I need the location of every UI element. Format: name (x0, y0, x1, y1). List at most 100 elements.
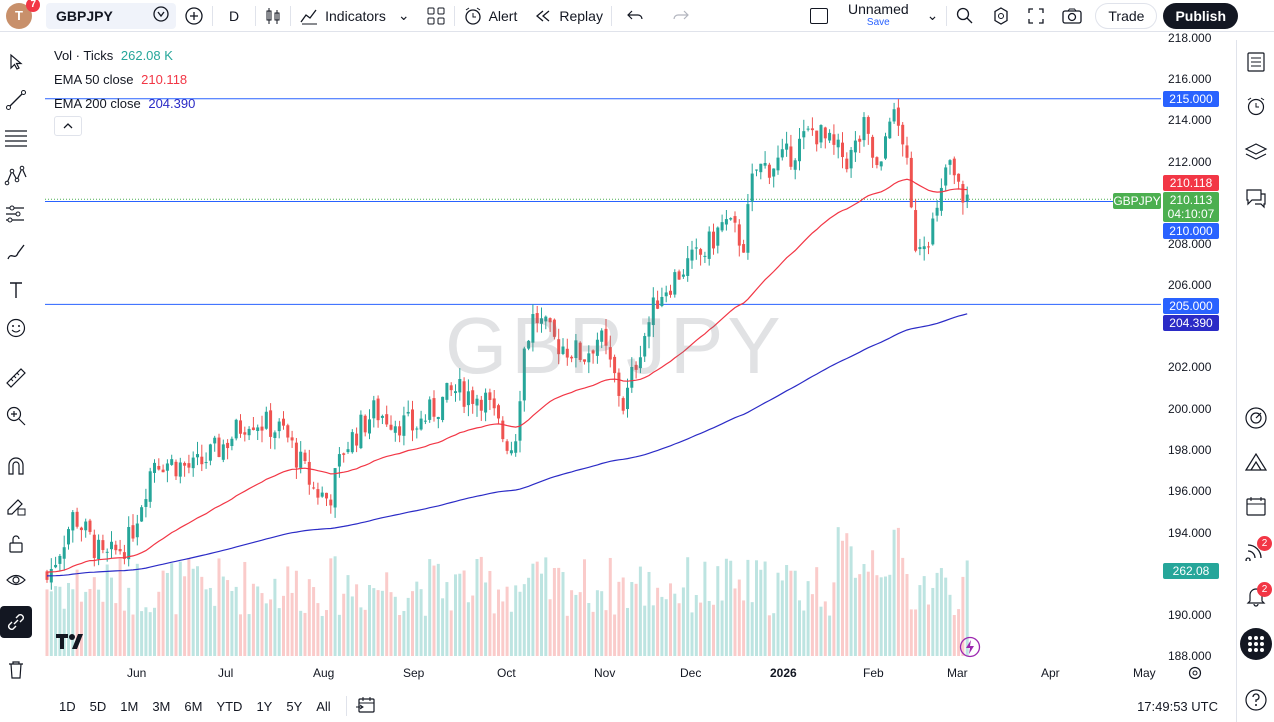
range-button-ytd[interactable]: YTD (216, 698, 243, 714)
measure-tool[interactable] (0, 362, 32, 394)
symbol-search[interactable]: GBPJPY (46, 2, 176, 29)
axis-settings-button[interactable] (1187, 665, 1203, 684)
candle-body (720, 222, 724, 231)
candle-body (931, 218, 935, 245)
alerts-button[interactable] (1237, 90, 1274, 122)
goto-date-button[interactable] (355, 695, 377, 718)
candle-body (608, 347, 612, 360)
tradingview-logo-icon[interactable] (56, 630, 88, 654)
range-button-5y[interactable]: 5Y (286, 698, 303, 714)
trade-button[interactable]: Trade (1095, 2, 1158, 29)
interval-button[interactable]: D (213, 0, 255, 32)
calendar-range-icon (355, 696, 375, 713)
watchlist-button[interactable] (1237, 46, 1274, 78)
price-chart[interactable] (44, 40, 1230, 688)
fullscreen-button[interactable] (1019, 0, 1053, 32)
volume-bar (669, 583, 672, 656)
remove-drawings-tool[interactable] (0, 654, 32, 686)
text-tool[interactable] (0, 274, 32, 306)
zoom-tool[interactable] (0, 400, 32, 432)
pattern-tool[interactable] (0, 160, 32, 192)
layout-save[interactable]: Save (866, 16, 890, 28)
object-tree-button[interactable] (1237, 136, 1274, 168)
redo-button[interactable] (658, 0, 704, 32)
horizontal-line-label-215[interactable]: 215.000 (1163, 91, 1219, 107)
horizontal-line-label-205[interactable]: 205.000 (1163, 298, 1219, 314)
volume-bar (153, 607, 156, 656)
legend-volume[interactable]: Vol · Ticks 262.08 K (54, 44, 195, 68)
candle-body (892, 109, 896, 122)
snapshot-button[interactable] (1053, 0, 1091, 32)
range-button-5d[interactable]: 5D (89, 698, 107, 714)
candle-body (436, 416, 440, 420)
range-button-3m[interactable]: 3M (152, 698, 171, 714)
alert-button[interactable]: Alert (455, 0, 526, 32)
legend-ema200[interactable]: EMA 200 close 204.390 (54, 92, 195, 116)
range-button-1d[interactable]: 1D (59, 698, 76, 714)
candle-body (952, 158, 956, 176)
legend-collapse-button[interactable] (54, 116, 82, 136)
chats-button[interactable] (1237, 182, 1274, 214)
ema50-price-label: 210.118 (1163, 175, 1219, 191)
candle-body (570, 356, 574, 359)
help-button[interactable] (1237, 684, 1274, 716)
range-button-1y[interactable]: 1Y (256, 698, 273, 714)
draw-mode-tool[interactable] (0, 490, 32, 522)
top-toolbar: T 7 GBPJPY D Indicators ⌄ Alert Replay (0, 0, 1274, 32)
brush-tool[interactable] (0, 236, 32, 268)
lightning-icon[interactable] (959, 636, 981, 661)
ideas-button[interactable] (1237, 446, 1274, 478)
range-button-all[interactable]: All (316, 698, 331, 714)
emoji-tool[interactable] (0, 312, 32, 344)
volume-bar (828, 615, 832, 656)
products-button[interactable] (1237, 628, 1274, 660)
volume-bar (479, 556, 483, 656)
utc-clock[interactable]: 17:49:53 UTC (1137, 698, 1218, 714)
volume-bar (247, 614, 251, 656)
layout-button[interactable]: Unnamed Save ⌄ (802, 0, 946, 32)
sync-drawings-tool[interactable] (0, 606, 32, 638)
undo-button[interactable] (612, 0, 658, 32)
candle-body (690, 249, 694, 261)
user-avatar[interactable]: T 7 (6, 0, 40, 29)
publish-button[interactable]: Publish (1163, 2, 1239, 29)
trend-line-tool[interactable] (0, 84, 32, 116)
volume-bar (522, 584, 526, 656)
volume-bar (393, 596, 397, 656)
compare-button[interactable] (176, 0, 212, 32)
volume-bar (621, 577, 625, 656)
candle-body (574, 340, 578, 359)
fib-tool[interactable] (0, 122, 32, 154)
candle-body (488, 392, 492, 400)
templates-button[interactable] (418, 0, 454, 32)
notifications-button[interactable]: 2 (1237, 580, 1274, 612)
range-button-1m[interactable]: 1M (120, 698, 139, 714)
symbol-options-icon[interactable] (152, 5, 170, 26)
range-button-6m[interactable]: 6M (184, 698, 203, 714)
candle-body (896, 107, 900, 126)
undo-icon (627, 10, 643, 19)
volume-bar (497, 589, 500, 656)
horizontal-line-label-210[interactable]: 210.000 (1163, 223, 1219, 239)
technicals-button[interactable] (1237, 402, 1274, 434)
quick-search-button[interactable] (947, 0, 983, 32)
indicators-button[interactable]: Indicators ⌄ (291, 0, 417, 32)
volume-bar (548, 599, 552, 656)
settings-button[interactable] (983, 0, 1019, 32)
chart-type-button[interactable] (256, 0, 290, 32)
forecast-tool[interactable] (0, 198, 32, 230)
replay-button[interactable]: Replay (525, 0, 611, 32)
magnet-tool[interactable] (0, 450, 32, 482)
volume-bar (45, 589, 49, 656)
candle-body (724, 219, 728, 225)
visibility-tool[interactable] (0, 564, 32, 596)
news-button[interactable]: 2 (1237, 534, 1274, 566)
trash-icon (9, 661, 23, 679)
volume-bar (406, 597, 410, 656)
time-tick-label: Aug (313, 666, 335, 680)
ema50-line (46, 178, 968, 573)
cursor-tool[interactable] (0, 46, 32, 78)
calendar-button[interactable] (1237, 490, 1274, 522)
lock-tool[interactable] (0, 528, 32, 560)
legend-ema50[interactable]: EMA 50 close 210.118 (54, 68, 195, 92)
